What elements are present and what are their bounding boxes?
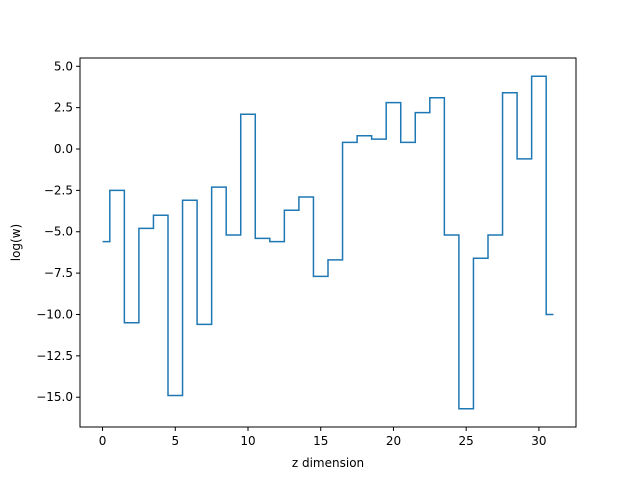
y-tick-label: −12.5 [36,349,73,363]
y-tick-label: −15.0 [36,390,73,404]
x-tick-label: 15 [313,434,328,448]
plot-area [102,75,554,410]
y-tick-label: 0.0 [54,142,73,156]
y-tick-label: 2.5 [54,101,73,115]
y-axis-label: log(w) [9,224,23,261]
x-tick-label: 20 [386,434,401,448]
x-tick-label: 5 [171,434,179,448]
x-axis-label: z dimension [292,456,364,470]
y-tick-label: −2.5 [44,183,73,197]
y-tick-label: −7.5 [44,266,73,280]
series-line-0 [102,75,554,410]
x-tick-label: 25 [459,434,474,448]
y-tick-label: −5.0 [44,225,73,239]
x-tick-label: 10 [240,434,255,448]
y-tick-label: −10.0 [36,307,73,321]
axes-frame [79,57,577,428]
x-tick-label: 30 [531,434,546,448]
x-tick-label: 0 [99,434,107,448]
x-axis: 0 5 10 15 20 25 30 [99,427,547,448]
y-axis: 5.0 2.5 0.0 −2.5 −5.0 −7.5 −10.0 −12.5 −15.0 [36,59,80,404]
y-tick-label: 5.0 [54,59,73,73]
